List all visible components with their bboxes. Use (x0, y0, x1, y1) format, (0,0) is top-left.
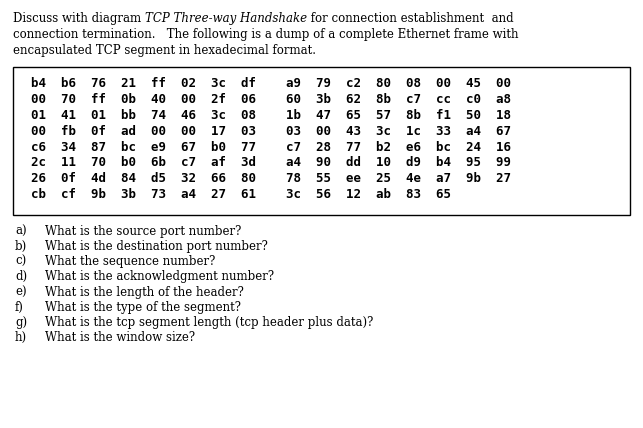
Text: Discuss with diagram: Discuss with diagram (13, 12, 145, 25)
Text: f): f) (15, 301, 24, 314)
Text: cb  cf  9b  3b  73  a4  27  61    3c  56  12  ab  83  65: cb cf 9b 3b 73 a4 27 61 3c 56 12 ab 83 6… (31, 188, 451, 201)
Text: b4  b6  76  21  ff  02  3c  df    a9  79  c2  80  08  00  45  00: b4 b6 76 21 ff 02 3c df a9 79 c2 80 08 0… (31, 77, 511, 90)
Text: 00  70  ff  0b  40  00  2f  06    60  3b  62  8b  c7  cc  c0  a8: 00 70 ff 0b 40 00 2f 06 60 3b 62 8b c7 c… (31, 93, 511, 106)
Text: b): b) (15, 240, 27, 253)
Text: What the sequence number?: What the sequence number? (45, 255, 215, 268)
Text: What is the tcp segment length (tcp header plus data)?: What is the tcp segment length (tcp head… (45, 316, 374, 329)
Text: What is the window size?: What is the window size? (45, 331, 195, 344)
Text: 2c  11  70  b0  6b  c7  af  3d    a4  90  dd  10  d9  b4  95  99: 2c 11 70 b0 6b c7 af 3d a4 90 dd 10 d9 b… (31, 156, 511, 169)
Text: What is the source port number?: What is the source port number? (45, 225, 241, 238)
Text: connection termination.   The following is a dump of a complete Ethernet frame w: connection termination. The following is… (13, 28, 518, 41)
Text: g): g) (15, 316, 27, 329)
Text: d): d) (15, 270, 27, 283)
Text: h): h) (15, 331, 27, 344)
Text: c): c) (15, 255, 26, 268)
Text: e): e) (15, 285, 26, 299)
Text: 01  41  01  bb  74  46  3c  08    1b  47  65  57  8b  f1  50  18: 01 41 01 bb 74 46 3c 08 1b 47 65 57 8b f… (31, 109, 511, 122)
Bar (13, 67, 630, 215)
Text: for connection establishment  and: for connection establishment and (307, 12, 514, 25)
Text: TCP Three-way Handshake: TCP Three-way Handshake (145, 12, 307, 25)
Text: c6  34  87  bc  e9  67  b0  77    c7  28  77  b2  e6  bc  24  16: c6 34 87 bc e9 67 b0 77 c7 28 77 b2 e6 b… (31, 141, 511, 154)
Text: What is the type of the segment?: What is the type of the segment? (45, 301, 241, 314)
Text: What is the destination port number?: What is the destination port number? (45, 240, 268, 253)
Text: a): a) (15, 225, 26, 238)
Text: 00  fb  0f  ad  00  00  17  03    03  00  43  3c  1c  33  a4  67: 00 fb 0f ad 00 00 17 03 03 00 43 3c 1c 3… (31, 125, 511, 138)
Text: 26  0f  4d  84  d5  32  66  80    78  55  ee  25  4e  a7  9b  27: 26 0f 4d 84 d5 32 66 80 78 55 ee 25 4e a… (31, 172, 511, 185)
Text: encapsulated TCP segment in hexadecimal format.: encapsulated TCP segment in hexadecimal … (13, 44, 316, 56)
Text: What is the length of the header?: What is the length of the header? (45, 285, 244, 299)
Text: What is the acknowledgment number?: What is the acknowledgment number? (45, 270, 274, 283)
